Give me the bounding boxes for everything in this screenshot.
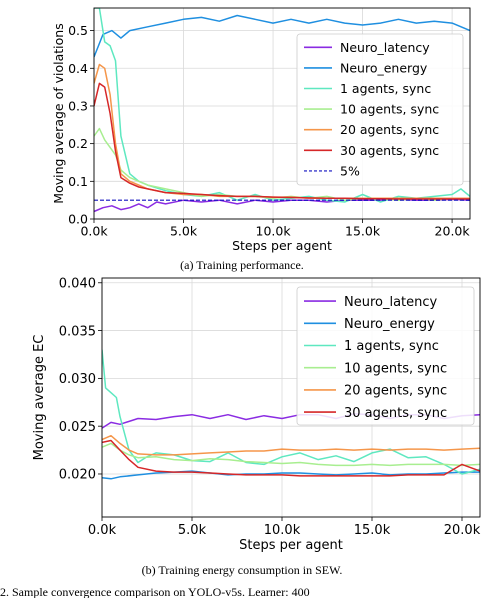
y-axis-label: Moving average of violations [51, 23, 66, 203]
caption-training-energy: (b) Training energy consumption in SEW. [141, 563, 343, 577]
chart-training-energy: 0.0k 5.0k 10.0k 15.0k 20.0k 0.020 0.025 0.030 0.… [32, 276, 481, 552]
legend-entry: Neuro_energy [344, 317, 435, 332]
legend-entry: 5% [340, 163, 360, 178]
y-tick-label: 0.5 [68, 23, 88, 38]
series-line-30-agents-sync [102, 439, 480, 477]
y-tick-label: 0.025 [59, 420, 96, 435]
y-tick-label: 0.4 [68, 61, 88, 76]
y-tick-label: 0.2 [68, 136, 88, 151]
y-tick-label: 0.1 [68, 174, 88, 189]
legend-entry: 30 agents, sync [340, 143, 439, 158]
x-tick-label: 20.0k [435, 224, 471, 239]
x-tick-label: 5.0k [178, 523, 207, 538]
series-line-10-agents-sync [102, 442, 480, 467]
x-tick-label: 15.0k [354, 523, 391, 538]
x-tick-label: 10.0k [264, 523, 301, 538]
chart-training-performance: 0.0k 5.0k 10.0k 15.0k 20.0k 0.0 0.1 0.2 0.3 0.4 0.… [51, 7, 471, 253]
x-tick-label: 5.0k [170, 224, 198, 239]
x-tick-label: 15.0k [345, 224, 381, 239]
x-axis-label: Steps per agent [239, 538, 343, 553]
legend-entry: 10 agents, sync [340, 102, 439, 117]
figure-caption-fragment: 2. Sample convergence comparison on YOLO… [0, 586, 310, 598]
legend-entry: 1 agents, sync [344, 339, 439, 354]
y-tick-label: 0.040 [59, 276, 96, 291]
x-tick-label: 0.0k [88, 523, 117, 538]
legend-entry: 30 agents, sync [344, 406, 447, 421]
legend-entry: Neuro_latency [344, 295, 438, 310]
y-tick-label: 0.035 [59, 324, 96, 339]
series-line-20-agents-sync [102, 434, 480, 456]
series-line-1-agents-sync [102, 349, 480, 475]
legend-entry: Neuro_energy [340, 60, 428, 75]
series-line-neuro-energy [102, 470, 480, 480]
plot-frame [93, 7, 471, 220]
x-axis-label: Steps per agent [232, 238, 332, 253]
y-axis-label: Moving average EC [32, 335, 47, 461]
x-tick-label: 20.0k [444, 523, 481, 538]
plot-frame [101, 277, 481, 518]
y-tick-label: 0.020 [59, 468, 96, 483]
legend-entry: Neuro_latency [340, 40, 430, 55]
x-tick-label: 0.0k [80, 224, 108, 239]
legend-box [296, 286, 475, 426]
legend-entry: 1 agents, sync [340, 81, 431, 96]
x-tick-label: 10.0k [256, 224, 292, 239]
y-tick-label: 0.3 [68, 98, 88, 113]
caption-training-performance: (a) Training performance. [180, 258, 304, 272]
series-line-neuro-latency [94, 198, 470, 213]
y-tick-label: 0.0 [68, 212, 88, 227]
series-line-1-agents-sync [94, 8, 470, 203]
legend-box [296, 33, 464, 186]
y-tick-label: 0.030 [59, 372, 96, 387]
legend-entry: 10 agents, sync [344, 361, 447, 376]
legend-entry: 20 agents, sync [340, 122, 439, 137]
series-line-neuro-energy [94, 14, 470, 58]
series-line-30-agents-sync [94, 82, 470, 200]
legend-entry: 20 agents, sync [344, 384, 447, 399]
